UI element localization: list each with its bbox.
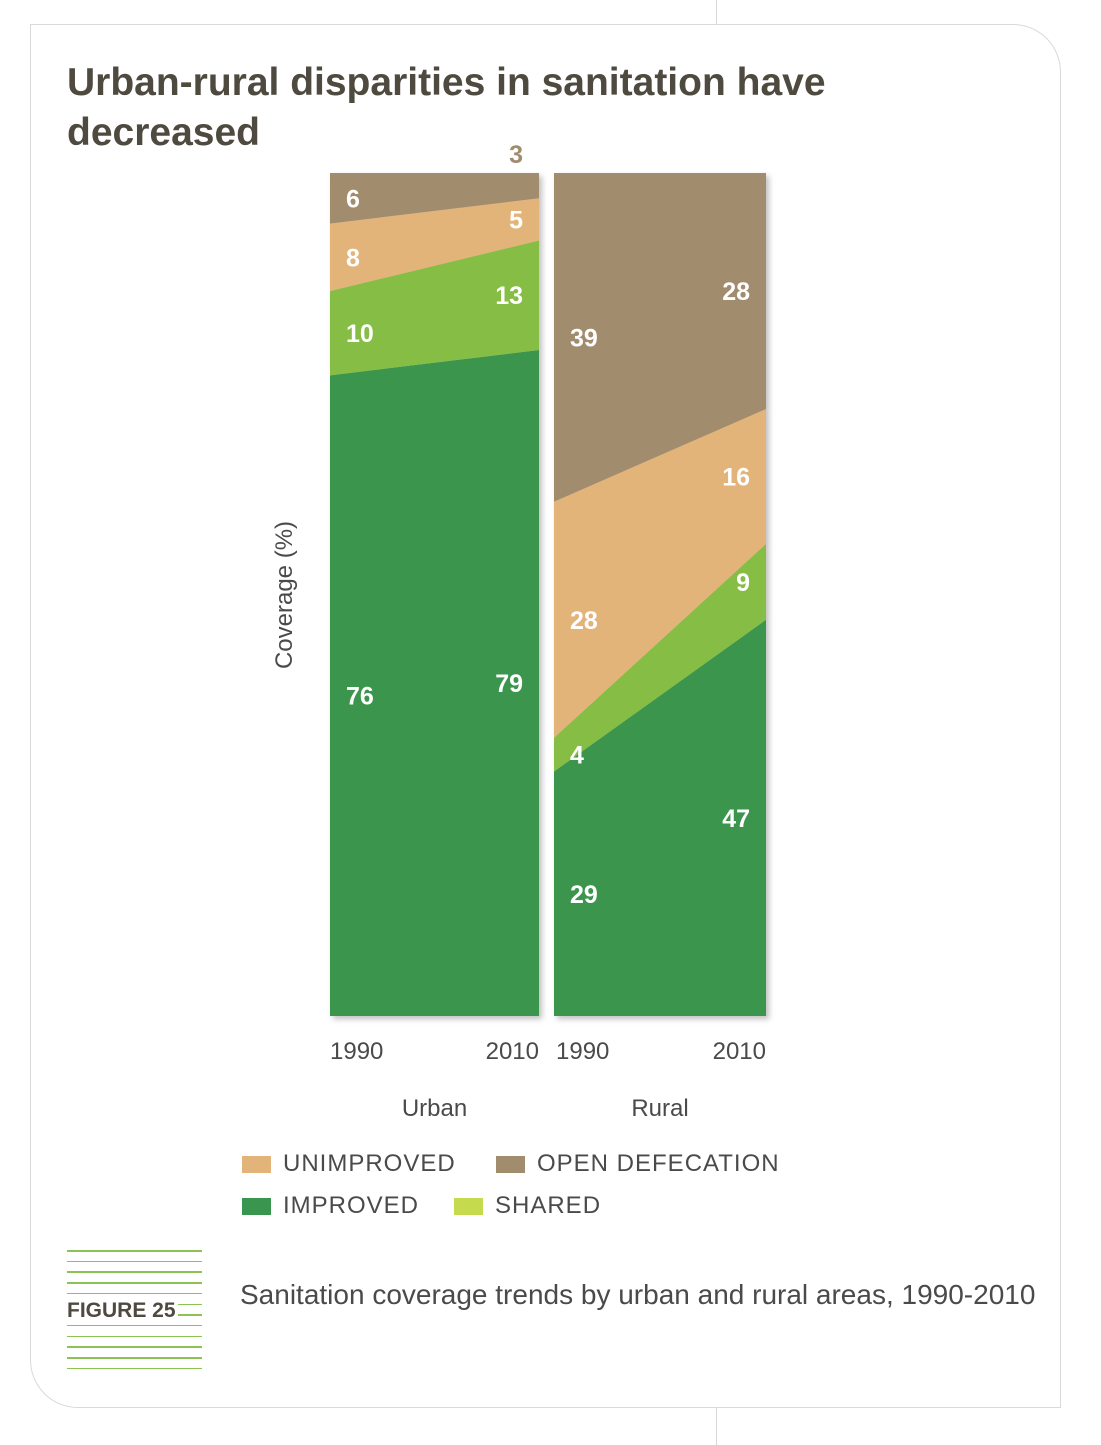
decoration-line xyxy=(67,1271,202,1273)
label-urban-improved-2010: 79 xyxy=(495,670,523,698)
chart-title: Urban-rural disparities in sanitation ha… xyxy=(67,61,826,154)
legend-label: SHARED xyxy=(495,1192,602,1219)
y-axis-label: Coverage (%) xyxy=(271,521,298,669)
legend-item-shared: SHARED xyxy=(454,1192,601,1220)
tick-urban-1990: 1990 xyxy=(330,1038,383,1065)
decoration-line xyxy=(67,1260,202,1263)
area-rural-improved xyxy=(554,619,766,1016)
legend-label: OPEN DEFECATION xyxy=(537,1150,780,1177)
decoration-line xyxy=(67,1357,202,1359)
label-urban-open-defecation-1990: 6 xyxy=(346,185,360,213)
figure-caption: Sanitation coverage trends by urban and … xyxy=(240,1279,1036,1310)
area-urban-open-defecation xyxy=(330,173,539,224)
figure-number: FIGURE 25 xyxy=(67,1299,178,1323)
area-urban-improved xyxy=(330,350,539,1016)
area-urban-unimproved xyxy=(330,198,539,292)
figure-card xyxy=(30,24,1061,1408)
label-rural-shared-2010: 9 xyxy=(736,569,750,597)
area-rural-open-defecation xyxy=(554,173,766,502)
legend-item-unimproved: UNIMPROVED xyxy=(242,1150,456,1178)
label-urban-open-defecation-2010: 3 xyxy=(509,141,523,169)
label-rural-open-defecation-1990: 39 xyxy=(570,324,598,352)
label-rural-shared-1990: 4 xyxy=(570,742,584,770)
label-rural-open-defecation-2010: 28 xyxy=(722,278,750,306)
decoration-line xyxy=(67,1367,202,1370)
tick-rural-2010: 2010 xyxy=(713,1038,766,1065)
category-label-urban: Urban xyxy=(402,1095,467,1122)
decoration-line xyxy=(67,1250,202,1252)
legend-item-improved: IMPROVED xyxy=(242,1192,419,1220)
label-urban-shared-1990: 10 xyxy=(346,320,374,348)
label-rural-unimproved-1990: 28 xyxy=(570,607,598,635)
legend-swatch xyxy=(242,1155,271,1173)
top-divider-line xyxy=(716,0,717,24)
decoration-line xyxy=(67,1346,202,1348)
legend-swatch xyxy=(454,1197,483,1215)
area-urban-shared xyxy=(330,240,539,376)
label-urban-shared-2010: 13 xyxy=(495,282,523,310)
label-urban-improved-1990: 76 xyxy=(346,683,374,711)
chart-panels: 76 79 10 13 8 5 6 3 1990 2010 Urban 29 47 4 9 28 16 39 28 1… xyxy=(330,141,766,1122)
decoration-line xyxy=(67,1282,202,1284)
legend-label: UNIMPROVED xyxy=(283,1150,456,1177)
label-rural-improved-1990: 29 xyxy=(570,881,598,909)
decoration-line xyxy=(67,1335,202,1338)
label-urban-unimproved-2010: 5 xyxy=(509,206,523,234)
legend-swatch xyxy=(242,1197,271,1215)
category-label-rural: Rural xyxy=(631,1095,688,1122)
legend-item-open-defecation: OPEN DEFECATION xyxy=(496,1150,780,1178)
decoration-line xyxy=(67,1324,202,1327)
decoration-line xyxy=(67,1292,202,1295)
area-rural-unimproved xyxy=(554,409,766,738)
bottom-divider-line xyxy=(716,1408,717,1445)
label-rural-unimproved-2010: 16 xyxy=(722,463,750,491)
area-rural-shared xyxy=(554,543,766,772)
panel-rural xyxy=(554,173,766,1016)
label-urban-unimproved-1990: 8 xyxy=(346,244,360,272)
stacked-area-chart: 76 79 10 13 8 5 6 3 1990 2010 Urban 29 47 4 9 28 16 39 28 1… xyxy=(271,141,766,1122)
legend-label: IMPROVED xyxy=(283,1192,420,1219)
tick-urban-2010: 2010 xyxy=(486,1038,539,1065)
legend-swatch xyxy=(496,1155,525,1173)
panel-urban xyxy=(330,173,539,1016)
label-rural-improved-2010: 47 xyxy=(722,805,750,833)
tick-rural-1990: 1990 xyxy=(556,1038,609,1065)
